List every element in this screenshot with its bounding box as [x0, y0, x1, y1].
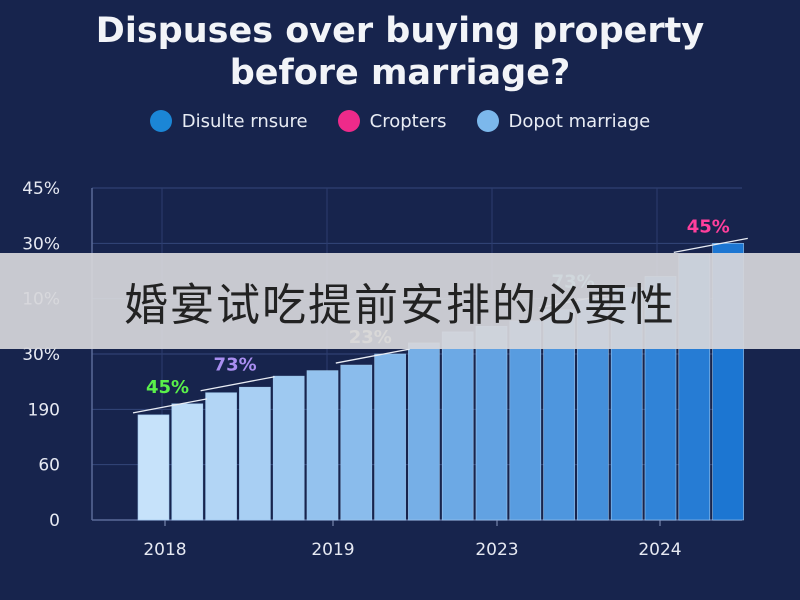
annotation-leader-line	[200, 376, 275, 392]
bar-2	[171, 403, 204, 521]
caption-banner-text: 婚宴试吃提前安排的必要性	[124, 280, 676, 331]
chart-legend: Disulte rnsure Cropters Dopot marriage	[0, 110, 800, 132]
y-tick-label: 190	[28, 400, 60, 420]
annotation-label: 45%	[146, 377, 189, 398]
bar-11	[475, 326, 508, 521]
chart-title: Dispuses over buying property before mar…	[0, 10, 800, 94]
x-tick-label: 2018	[143, 540, 186, 560]
y-tick-label: 30%	[22, 234, 60, 254]
annotation-leader-line	[673, 237, 748, 254]
annotation-leader-line	[335, 348, 410, 364]
y-tick-label: 0	[49, 511, 60, 531]
bar-8	[374, 353, 406, 521]
x-tick-label: 2019	[311, 540, 354, 560]
bar-1	[137, 414, 170, 521]
bar-9	[408, 342, 440, 521]
legend-item-3: Dopot marriage	[476, 110, 651, 132]
bar-5	[272, 375, 305, 521]
caption-banner: 婚宴试吃提前安排的必要性	[0, 253, 800, 349]
bar-4	[239, 386, 271, 521]
chart-title-line-2: before marriage?	[229, 53, 571, 93]
legend-item-2: Cropters	[337, 110, 447, 132]
legend-item-1: Disulte rnsure	[149, 110, 308, 132]
bar-10	[441, 331, 474, 521]
bar-7	[340, 364, 373, 521]
bar-3	[205, 392, 237, 521]
x-tick-label: 2023	[475, 540, 518, 560]
bar-6	[306, 370, 339, 521]
legend-label-2: Cropters	[369, 110, 447, 132]
y-tick-label: 30%	[22, 345, 60, 365]
legend-swatch-1	[149, 110, 172, 132]
annotation-leader-line	[132, 398, 208, 414]
bar-12	[509, 320, 542, 521]
annotation-label: 45%	[687, 216, 730, 237]
legend-swatch-2	[337, 110, 360, 132]
y-tick-label: 60	[38, 456, 60, 476]
legend-swatch-3	[476, 110, 499, 132]
y-tick-label: 45%	[22, 179, 60, 199]
legend-label-1: Disulte rnsure	[181, 110, 308, 132]
x-tick-label: 2024	[638, 540, 681, 560]
chart-title-line-1: Dispuses over buying property	[95, 11, 705, 51]
legend-label-3: Dopot marriage	[508, 110, 651, 132]
annotation-label: 73%	[214, 355, 257, 376]
